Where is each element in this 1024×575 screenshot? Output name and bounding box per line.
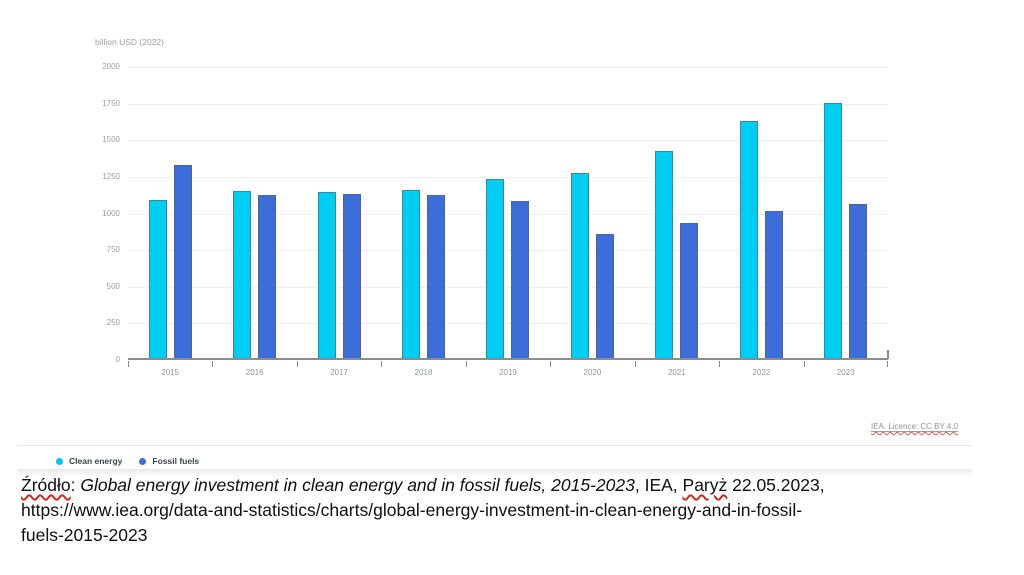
x-axis-tick	[887, 361, 888, 367]
grid-line-1500	[128, 140, 888, 142]
source-date: 22.05.2023,	[727, 475, 825, 495]
legend-divider	[18, 445, 972, 446]
bar-fossil-fuels-2021	[680, 223, 699, 358]
grid-line-1750	[128, 103, 888, 105]
chart-legend: Clean energy Fossil fuels	[56, 456, 199, 466]
x-axis-label-2017: 2017	[330, 368, 348, 377]
y-axis-label-1750: 1750	[102, 98, 120, 108]
x-axis-tick	[719, 361, 721, 367]
x-axis-tick	[634, 361, 636, 367]
iea-licence-link-label: IEA. Licence: CC BY 4.0	[870, 422, 958, 431]
grid-line-1250	[128, 176, 888, 178]
source-title-italic: Global energy investment in clean energy…	[80, 475, 635, 495]
bar-group-2019	[466, 67, 550, 358]
x-axis-tick	[212, 361, 214, 367]
bar-fossil-fuels-2015	[173, 164, 192, 358]
bar-clean-energy-2017	[317, 191, 336, 358]
bar-group-2021	[635, 67, 719, 358]
source-separator: :	[70, 475, 81, 495]
bar-clean-energy-2019	[486, 178, 505, 358]
bar-group-2022	[719, 67, 803, 358]
bar-fossil-fuels-2016	[258, 195, 277, 358]
x-axis-label-2016: 2016	[245, 368, 264, 377]
bar-clean-energy-2020	[570, 172, 589, 358]
y-axis-label-500: 500	[106, 281, 120, 291]
bar-clean-energy-2021	[655, 150, 674, 358]
x-axis-tick	[803, 361, 805, 367]
y-axis-label-750: 750	[106, 245, 120, 255]
bar-group-2018	[381, 67, 465, 358]
source-word-zrodlo: Źródło	[21, 475, 71, 495]
x-axis-label-2022: 2022	[752, 368, 771, 377]
grid-line-1000	[128, 213, 888, 215]
x-axis-label-2021: 2021	[667, 368, 686, 377]
legend-item-clean-energy[interactable]: Clean energy	[56, 456, 122, 466]
licence-area: IEA. Licence: CC BY 4.0	[18, 422, 958, 432]
bar-fossil-fuels-2019	[511, 200, 530, 358]
bar-clean-energy-2016	[233, 191, 252, 358]
x-axis-label-2018: 2018	[414, 368, 433, 377]
x-axis-tick	[465, 361, 467, 367]
y-axis-label-0: 0	[115, 355, 120, 364]
bar-fossil-fuels-2020	[595, 234, 614, 358]
x-axis-tick	[296, 361, 298, 367]
source-word-paryz: Paryż	[682, 475, 728, 495]
bar-clean-energy-2018	[402, 190, 421, 358]
x-axis-label-2020: 2020	[583, 368, 602, 377]
source-url-line1: https://www.iea.org/data-and-statistics/…	[21, 500, 803, 520]
x-axis-tick	[550, 361, 552, 367]
fossil-fuels-dot-icon	[139, 457, 147, 465]
bar-fossil-fuels-2022	[764, 210, 783, 358]
widget-bottom-shadow	[18, 469, 972, 477]
y-axis-label-2000: 2000	[102, 62, 120, 71]
bar-clean-energy-2022	[739, 120, 758, 358]
grid-line-250	[128, 323, 888, 325]
bar-group-2020	[550, 67, 634, 358]
grid-line-500	[128, 286, 888, 288]
x-axis-label-2019: 2019	[499, 368, 517, 377]
x-axis-label-2023: 2023	[836, 368, 855, 377]
x-axis-tick	[128, 361, 129, 367]
x-axis-tick	[381, 361, 383, 367]
source-url-line2: fuels-2015-2023	[21, 525, 148, 545]
y-axis-label-1000: 1000	[102, 208, 120, 218]
bar-group-2023	[804, 67, 888, 358]
bar-fossil-fuels-2018	[427, 195, 446, 358]
legend-item-fossil-fuels[interactable]: Fossil fuels	[139, 456, 199, 466]
source-citation: Źródło: Global energy investment in clea…	[21, 473, 1001, 548]
grid-line-2000	[128, 67, 888, 68]
x-axis-line	[128, 358, 888, 360]
grid-line-750	[128, 250, 888, 252]
y-axis-label-250: 250	[106, 318, 120, 328]
plot-area: 0 250 500 750 1000 1250 1500 1750 2000 2015 2016 20…	[102, 62, 889, 377]
bar-group-2015	[128, 67, 212, 358]
bar-group-2017	[297, 67, 381, 358]
y-axis-label-1250: 1250	[102, 171, 120, 181]
clean-energy-dot-icon	[56, 457, 63, 465]
x-axis-label-2015: 2015	[161, 368, 180, 377]
iea-chart-widget: billion USD (2022) 0 250 500 750 1000 1250 150…	[18, 0, 972, 478]
bar-fossil-fuels-2017	[342, 193, 361, 358]
bar-fossil-fuels-2023	[849, 204, 868, 358]
x-axis-end-tick	[887, 350, 889, 359]
iea-licence-link[interactable]: IEA. Licence: CC BY 4.0	[870, 422, 958, 432]
legend-label-clean-energy: Clean energy	[69, 456, 123, 466]
y-axis-label-1500: 1500	[102, 135, 120, 145]
y-axis-title: billion USD (2022)	[95, 37, 164, 47]
bar-clean-energy-2015	[148, 199, 167, 358]
bar-clean-energy-2023	[824, 103, 843, 358]
legend-label-fossil-fuels: Fossil fuels	[152, 456, 200, 466]
bar-group-2016	[212, 67, 296, 358]
source-publisher: , IEA,	[634, 475, 683, 495]
